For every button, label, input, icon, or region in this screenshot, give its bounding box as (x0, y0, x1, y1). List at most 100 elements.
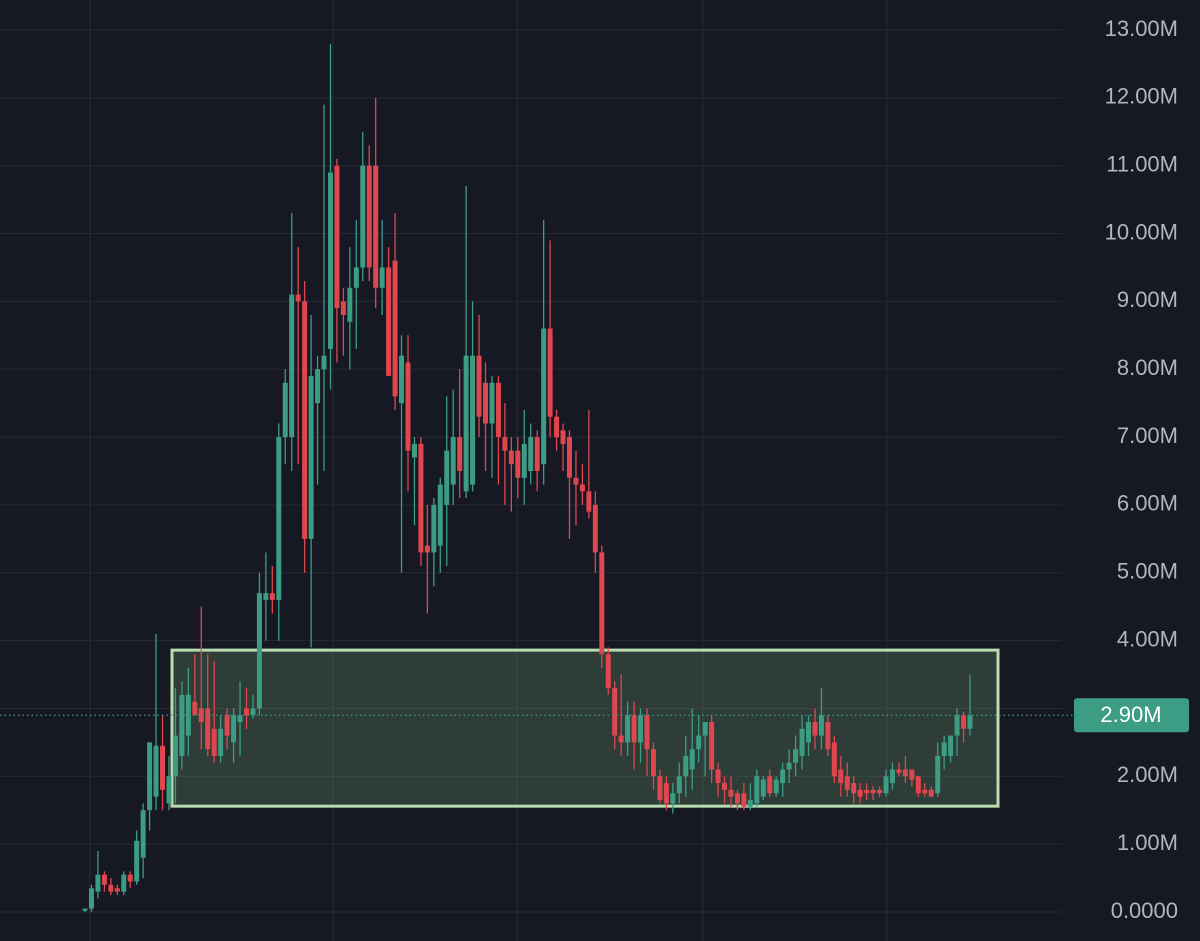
y-tick-label: 0.0000 (1111, 898, 1178, 923)
candle-body (644, 715, 650, 750)
candle-body (702, 722, 708, 736)
candle-body (625, 715, 631, 743)
candle-body (599, 552, 605, 655)
candle-body (560, 430, 566, 444)
candle-body (153, 745, 159, 797)
candle-body (547, 328, 553, 417)
candle-body (360, 165, 366, 268)
candle-body (909, 769, 915, 780)
candle-body (302, 301, 308, 539)
candle-body (101, 874, 107, 885)
candle-body (586, 491, 592, 512)
candle-body (767, 776, 773, 794)
y-tick-label: 7.00M (1117, 423, 1178, 448)
candle-body (347, 287, 353, 322)
candle-body (160, 745, 166, 790)
candle-body (179, 694, 185, 756)
candle-body (205, 708, 211, 750)
candle-body (896, 769, 902, 773)
candle-body (243, 708, 249, 716)
candle-body (844, 776, 850, 790)
candle-body (392, 260, 398, 397)
candle-body (437, 484, 443, 546)
candle-body (638, 715, 644, 743)
candle-body (902, 769, 908, 777)
y-tick-label: 6.00M (1117, 491, 1178, 516)
candle-body (780, 769, 786, 784)
y-tick-label: 2.00M (1117, 762, 1178, 787)
candle-body (237, 715, 243, 723)
candle-body (760, 779, 766, 797)
y-tick-label: 12.00M (1105, 84, 1178, 109)
candle-body (121, 874, 127, 892)
candle-body (502, 437, 508, 451)
candle-body (612, 688, 618, 736)
candle-body (754, 776, 760, 804)
candle-body (353, 267, 359, 288)
candle-body (327, 172, 333, 349)
candle-body (231, 715, 237, 743)
candle-body (457, 437, 463, 471)
candle-body (276, 437, 282, 600)
y-tick-label: 5.00M (1117, 559, 1178, 584)
candle-body (334, 165, 340, 309)
candle-body (95, 874, 101, 892)
candle-body (709, 722, 715, 770)
y-tick-label: 8.00M (1117, 355, 1178, 380)
candle-body (831, 742, 837, 777)
candle-body (650, 749, 656, 777)
candle-body (224, 715, 230, 736)
candle-body (508, 450, 514, 465)
candle-body (941, 742, 947, 756)
candle-body (88, 888, 94, 909)
candle-body (82, 908, 88, 911)
candle-body (967, 715, 973, 729)
candle-body (864, 789, 870, 794)
candle-body (256, 593, 262, 709)
candle-body (198, 708, 204, 723)
candle-body (295, 294, 301, 302)
candle-body (411, 443, 417, 458)
candle-body (315, 369, 321, 404)
candle-body (773, 779, 779, 794)
candle-body (806, 722, 812, 743)
candle-body (812, 722, 818, 736)
candle-body (108, 884, 114, 892)
candle-body (308, 376, 314, 539)
candle-body (722, 783, 728, 790)
candle-body (366, 165, 372, 268)
candle-body (399, 355, 405, 404)
candle-body (857, 789, 863, 797)
y-tick-label: 13.00M (1105, 16, 1178, 41)
candle-body (954, 715, 960, 736)
candle-body (263, 593, 269, 600)
candle-body (747, 800, 753, 807)
candle-body (321, 355, 327, 370)
candle-body (618, 735, 624, 743)
candle-body (476, 355, 482, 417)
candle-body (386, 267, 392, 377)
candle-body (935, 755, 941, 794)
candle-body (127, 874, 133, 882)
candle-body (528, 437, 534, 471)
candle-body (825, 722, 831, 750)
y-tick-label: 10.00M (1105, 219, 1178, 244)
last-price-box (1074, 698, 1189, 733)
candle-body (140, 810, 146, 858)
candle-body (883, 776, 889, 794)
candle-body (786, 762, 792, 770)
candle-body (663, 783, 669, 804)
candle-body (728, 789, 734, 797)
candle-body (483, 382, 489, 424)
candle-body (928, 789, 934, 797)
candle-body (515, 450, 521, 478)
candle-body (541, 328, 547, 465)
candle-body (470, 355, 476, 485)
candle-body (521, 443, 527, 478)
candle-body (799, 728, 805, 756)
candle-body (450, 437, 456, 485)
candle-body (715, 769, 721, 784)
candle-body (373, 165, 379, 288)
